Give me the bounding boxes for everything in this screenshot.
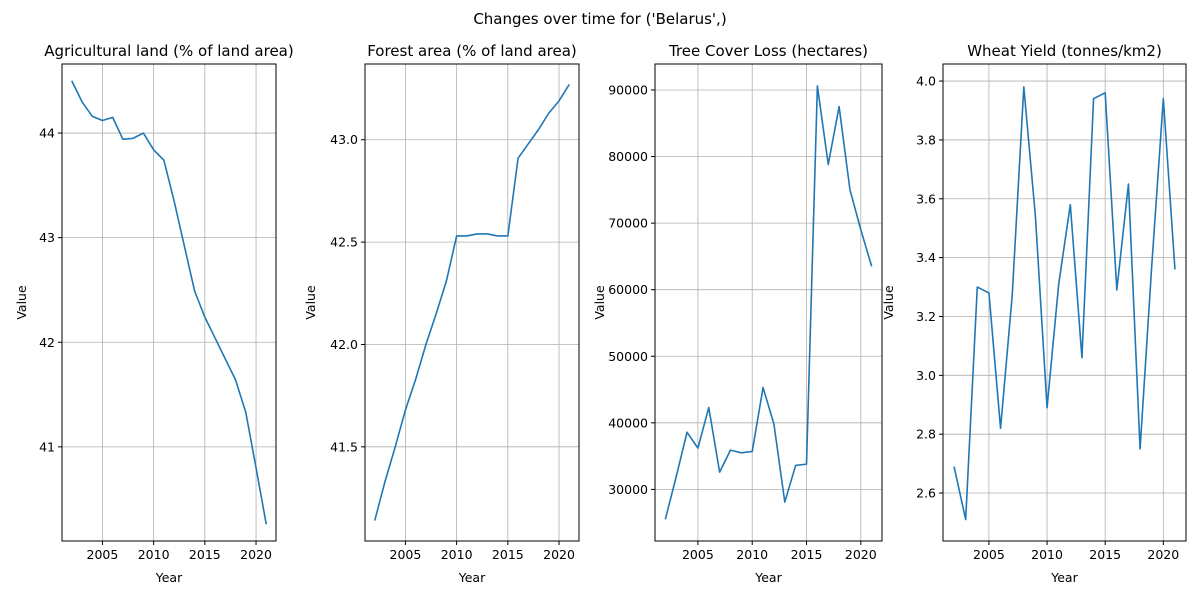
series-line (953, 86, 1176, 521)
x-axis-label: Year (458, 570, 486, 585)
subplot-4: 2005 2010 2015 2020 2.6 2.8 3.0 3.2 3.4 3.6 3.8 4.0… (881, 42, 1187, 585)
y-tick-label: 43 (39, 230, 55, 245)
x-tick-label: 2015 (189, 547, 221, 562)
x-tick-label: 2005 (390, 547, 422, 562)
y-tick-label: 3.0 (916, 368, 936, 383)
axes-frame (364, 63, 580, 542)
y-tick-label: 44 (39, 126, 55, 141)
x-axis-label: Year (1050, 570, 1078, 585)
y-tick-label: 30000 (608, 482, 648, 497)
y-tick-label: 42.5 (330, 235, 358, 250)
subplot-title: Agricultural land (% of land area) (44, 42, 293, 60)
y-tick-label: 42.0 (330, 337, 358, 352)
y-tick-label: 4.0 (916, 74, 936, 89)
y-tick-label: 70000 (608, 216, 648, 231)
subplot-title: Tree Cover Loss (hectares) (668, 42, 868, 60)
y-axis-label: Value (881, 285, 896, 320)
x-tick-label: 2005 (973, 547, 1005, 562)
x-tick-label: 2010 (736, 547, 768, 562)
y-tick-label: 41 (39, 439, 55, 454)
y-tick-label: 3.6 (916, 191, 936, 206)
subplot-1: 2005 2010 2015 2020 41 42 43 44 Agricultural lan… (14, 42, 294, 585)
subplot-3: 2005 2010 2015 2020 30000 40000 50000 60000 7000… (592, 42, 883, 585)
x-axis-label: Year (155, 570, 183, 585)
x-tick-label: 2020 (845, 547, 877, 562)
y-tick-label: 3.4 (916, 250, 936, 265)
y-tick-label: 2.6 (916, 486, 936, 501)
series-line (71, 80, 268, 525)
subplots: 2005 2010 2015 2020 41 42 43 44 Agricultural lan… (14, 42, 1187, 585)
x-tick-label: 2020 (240, 547, 272, 562)
x-tick-label: 2010 (1031, 547, 1063, 562)
axes-frame (942, 63, 1187, 542)
x-tick-label: 2005 (87, 547, 119, 562)
y-tick-label: 60000 (608, 282, 648, 297)
x-tick-label: 2015 (1089, 547, 1121, 562)
x-tick-label: 2020 (543, 547, 575, 562)
y-tick-label: 80000 (608, 149, 648, 164)
series-line (373, 84, 570, 521)
y-axis-label: Value (14, 285, 29, 320)
y-tick-label: 90000 (608, 82, 648, 97)
x-tick-label: 2005 (682, 547, 714, 562)
x-tick-label: 2015 (492, 547, 524, 562)
figure-suptitle: Changes over time for ('Belarus',) (473, 10, 726, 28)
subplot-title: Wheat Yield (tonnes/km2) (967, 42, 1162, 60)
y-tick-label: 40000 (608, 415, 648, 430)
x-tick-label: 2010 (138, 547, 170, 562)
series-line (664, 85, 873, 520)
y-axis-label: Value (592, 285, 607, 320)
x-tick-label: 2010 (441, 547, 473, 562)
y-tick-label: 2.8 (916, 427, 936, 442)
axes-frame (654, 63, 883, 542)
y-tick-label: 3.2 (916, 309, 936, 324)
axes-frame (61, 63, 277, 542)
subplot-title: Forest area (% of land area) (367, 42, 577, 60)
y-tick-label: 42 (39, 335, 55, 350)
subplot-2: 2005 2010 2015 2020 41.5 42.0 42.5 43.0 Forest a… (303, 42, 580, 585)
y-tick-label: 41.5 (330, 439, 358, 454)
y-tick-label: 50000 (608, 349, 648, 364)
y-tick-label: 3.8 (916, 132, 936, 147)
x-axis-label: Year (754, 570, 782, 585)
x-tick-label: 2020 (1147, 547, 1179, 562)
x-tick-label: 2015 (791, 547, 823, 562)
y-axis-label: Value (303, 285, 318, 320)
y-tick-label: 43.0 (330, 132, 358, 147)
